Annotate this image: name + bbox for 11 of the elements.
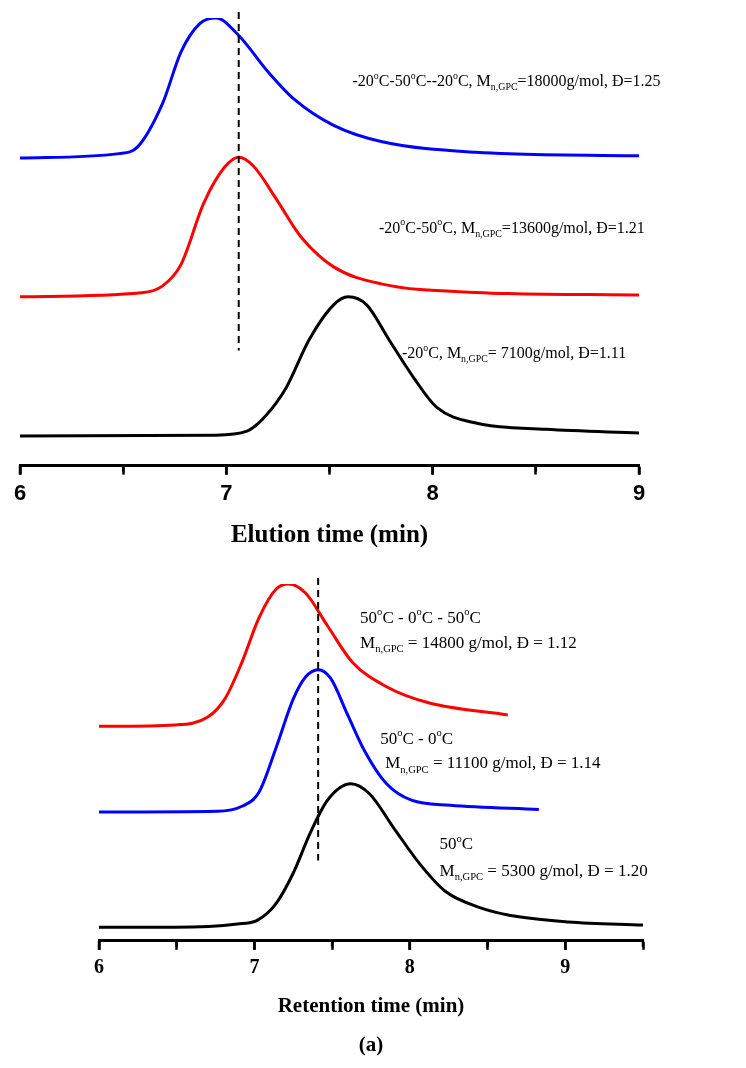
x-axis-title: Retention time (min) xyxy=(277,992,465,1017)
x-tick-label: 6 xyxy=(13,479,27,505)
text: (a) xyxy=(358,1032,384,1057)
x-tick-label: 9 xyxy=(632,479,646,505)
x-tick-label: 8 xyxy=(404,954,415,977)
x-tick-label: 7 xyxy=(220,479,233,505)
x-tick-label: 6 xyxy=(94,954,104,977)
x-tick-label: 8 xyxy=(426,479,439,505)
x-axis-title: Elution time (min) xyxy=(230,520,429,549)
x-tick-label: 7 xyxy=(249,954,260,977)
x-tick-label: 9 xyxy=(560,954,571,977)
